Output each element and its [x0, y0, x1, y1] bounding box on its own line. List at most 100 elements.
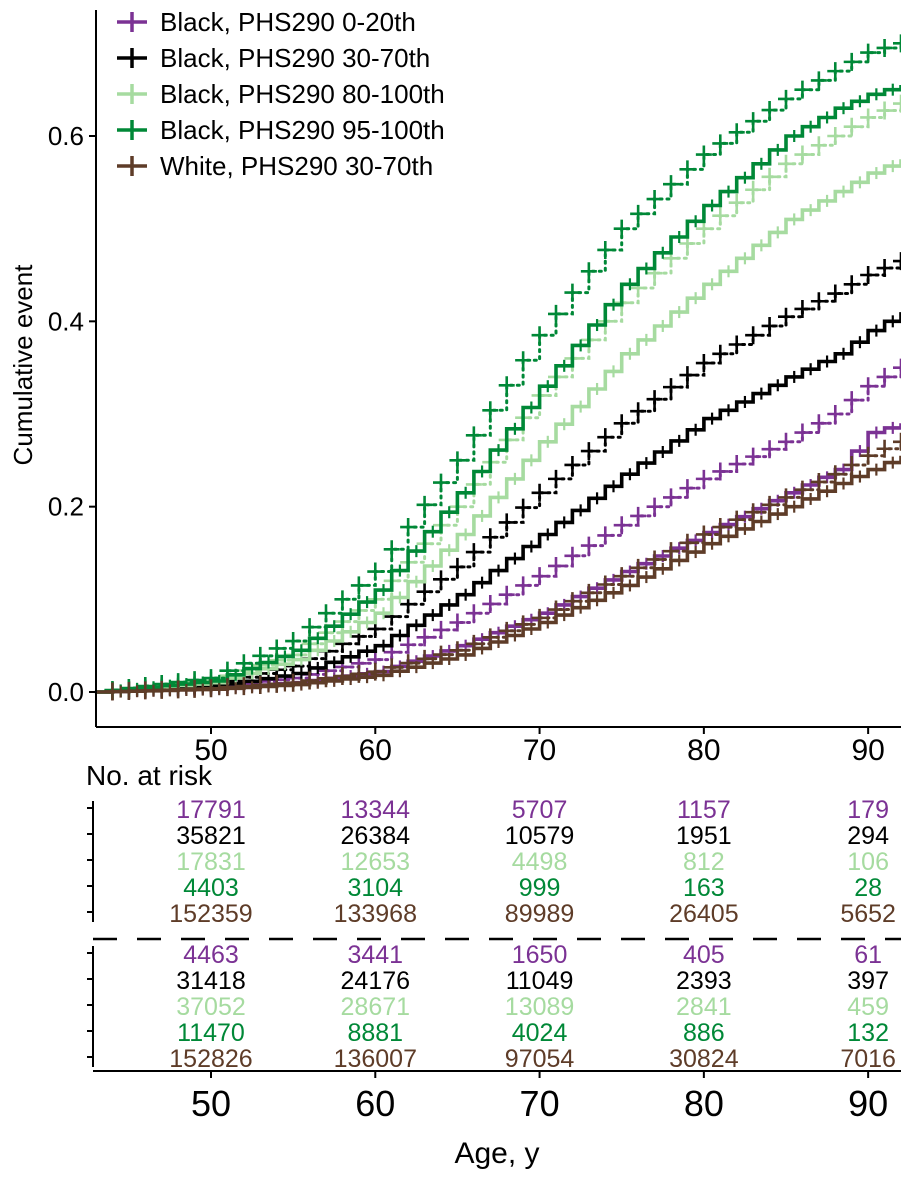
- series-4-plus-marker: [383, 540, 400, 559]
- series-4-plus-marker: [597, 240, 614, 259]
- series-5-plus-marker: [893, 432, 901, 451]
- risk-count: 5707: [512, 796, 568, 824]
- risk-count: 152826: [169, 1045, 252, 1073]
- x-tick-label: 80: [687, 734, 720, 767]
- series-2-plus-marker: [876, 259, 893, 278]
- series-4-plus-marker: [695, 145, 712, 164]
- risk-count: 133968: [334, 900, 417, 928]
- series-2-plus-marker: [679, 366, 696, 385]
- series-5-plus-marker: [761, 495, 778, 514]
- series-2-plus-marker: [433, 570, 449, 589]
- risk-count: 5652: [840, 900, 896, 928]
- risk-count: 4463: [183, 941, 239, 969]
- series-4-plus-marker: [646, 190, 663, 209]
- risk-count: 37052: [176, 993, 246, 1021]
- series-1-plus-marker: [416, 628, 433, 647]
- risk-count: 35821: [176, 822, 246, 850]
- risk-count: 17831: [176, 848, 246, 876]
- series-1-plus-marker: [498, 585, 515, 604]
- series-4-plus-marker: [367, 562, 384, 581]
- risk-count: 294: [847, 822, 889, 850]
- series-4-plus-marker: [843, 52, 860, 71]
- series-1-plus-marker: [646, 497, 663, 516]
- y-axis: 0.0 0.2 0.4 0.6: [48, 10, 97, 727]
- series-4-plus-marker: [301, 618, 318, 637]
- series-4-plus-marker: [350, 576, 367, 595]
- series-4-plus-marker: [416, 495, 433, 514]
- legend-label: Black, PHS290 0-20th: [160, 7, 416, 37]
- risk-count: 28: [854, 874, 882, 902]
- series-1-plus-marker: [433, 620, 449, 639]
- series-4-plus-marker: [268, 639, 285, 658]
- risk-count: 4024: [512, 1019, 568, 1047]
- series-1-plus-marker: [449, 613, 466, 632]
- risk-count: 12653: [341, 848, 411, 876]
- series-3-plus-marker: [712, 206, 729, 225]
- series-1-dotted-curve: [94, 366, 901, 694]
- legend-item: Black, PHS290 80-100th: [117, 79, 445, 109]
- series-3-plus-marker: [794, 145, 811, 164]
- risk-count: 26384: [341, 822, 411, 850]
- risk-count: 10579: [505, 822, 575, 850]
- series-5-plus-marker: [876, 439, 893, 458]
- risk-count: 1157: [677, 796, 731, 824]
- series-2-plus-marker: [843, 275, 860, 294]
- series-4-plus-marker: [728, 123, 745, 142]
- series-1-plus-marker: [400, 635, 417, 654]
- series-3-plus-marker: [728, 193, 745, 212]
- series-2-plus-marker: [515, 498, 532, 517]
- x-tick-label: 50: [194, 734, 227, 767]
- series-1-plus-marker: [679, 479, 696, 498]
- series-4-plus-marker: [465, 426, 482, 445]
- series-4-plus-marker: [778, 89, 794, 108]
- series-4-plus-marker: [630, 204, 647, 223]
- series-4-plus-marker: [893, 34, 901, 53]
- series-4-plus-marker: [449, 451, 466, 470]
- risk-count: 13089: [505, 993, 575, 1021]
- series-2-plus-marker: [893, 252, 901, 271]
- series-1-plus-marker: [695, 469, 712, 488]
- series-3-plus-marker: [745, 180, 762, 199]
- risk-count: 106: [847, 848, 889, 876]
- series-1-plus-marker: [465, 604, 482, 623]
- y-tick-label: 0.2: [48, 492, 84, 522]
- series-2-plus-marker: [482, 528, 499, 547]
- series-1-plus-marker: [778, 432, 794, 451]
- risk-count: 163: [683, 874, 725, 902]
- risk-count: 152359: [169, 900, 252, 928]
- series-5-plus-marker: [301, 671, 318, 690]
- risk-count: 405: [683, 941, 725, 969]
- risk-count: 1951: [676, 822, 732, 850]
- series-3-plus-marker: [810, 136, 827, 155]
- series-1-plus-marker: [663, 488, 679, 507]
- series-3-plus-marker: [893, 94, 901, 113]
- series-4-plus-marker: [712, 134, 729, 153]
- series-2-plus-marker: [416, 582, 433, 601]
- series-1-plus-marker: [597, 526, 614, 545]
- series-5-plus-marker: [663, 542, 679, 561]
- risk-count: 179: [847, 796, 889, 824]
- series-3: [94, 94, 901, 700]
- curves-layer: [94, 34, 901, 701]
- series-5-plus-marker: [778, 488, 794, 507]
- series-1-plus-marker: [827, 405, 844, 423]
- legend-label: Black, PHS290 80-100th: [160, 79, 445, 109]
- risk-table-x-axis: 50 60 70 80 90: [93, 1070, 901, 1124]
- series-1-plus-marker: [860, 377, 877, 396]
- series-3-plus-marker: [860, 108, 877, 127]
- risk-count: 3104: [347, 874, 403, 902]
- legend-key-icon: [117, 12, 147, 32]
- legend-key-icon: [117, 84, 147, 104]
- series-5-plus-marker: [613, 567, 630, 586]
- series-4-plus-marker: [482, 401, 499, 420]
- risk-count: 4403: [183, 874, 239, 902]
- x-tick-label: 60: [359, 734, 392, 767]
- legend-label: White, PHS290 30-70th: [160, 151, 433, 181]
- legend-label: Black, PHS290 95-100th: [160, 115, 445, 145]
- risk-count: 2841: [676, 993, 732, 1021]
- y-tick-label: 0.0: [48, 677, 84, 707]
- series-4-plus-marker: [498, 376, 515, 395]
- risk-count: 30824: [669, 1045, 739, 1073]
- series-5-plus-marker: [597, 575, 614, 594]
- legend: Black, PHS290 0-20th Black, PHS290 30-70t…: [117, 7, 445, 181]
